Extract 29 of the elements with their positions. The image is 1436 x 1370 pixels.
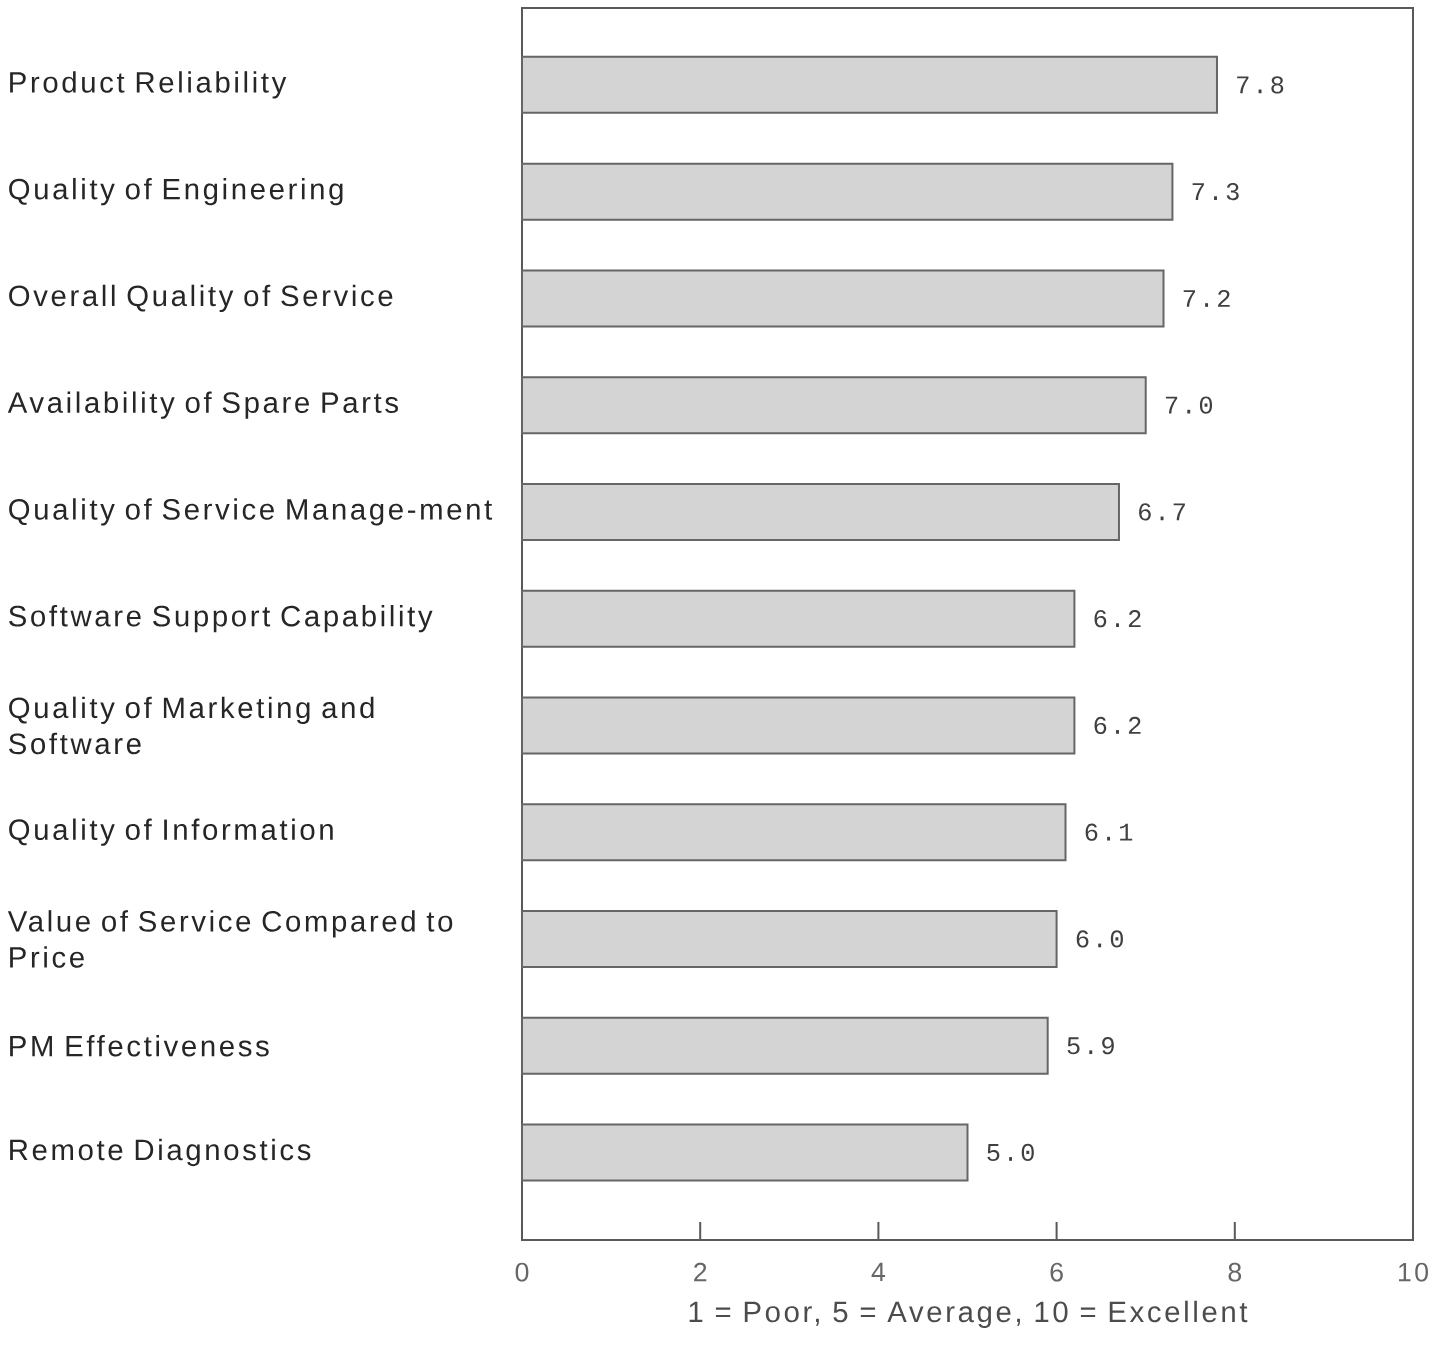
data-label: 6.2 xyxy=(1094,716,1141,735)
x-tick-label: 8 xyxy=(1228,1262,1242,1282)
y-tick-label: Quality of Service Manage-ment xyxy=(9,498,493,526)
x-tick-label: 10 xyxy=(1399,1262,1428,1282)
x-tick-label: 0 xyxy=(515,1262,529,1282)
x-tick-label: 6 xyxy=(1050,1262,1063,1282)
data-label: 6.7 xyxy=(1139,503,1185,521)
data-label: 6.0 xyxy=(1076,930,1123,948)
data-label: 5.0 xyxy=(987,1143,1034,1162)
x-tick-label: 4 xyxy=(871,1262,886,1282)
y-tick-label: Availability of Spare Parts xyxy=(7,391,398,419)
data-label: 6.1 xyxy=(1085,823,1133,841)
data-label: 7.2 xyxy=(1183,289,1230,307)
data-label: 7.0 xyxy=(1165,396,1213,414)
y-tick-label: Quality of Marketing and Software xyxy=(9,696,374,755)
data-label: 7.3 xyxy=(1192,183,1239,201)
y-tick-label: Value of Service Compared to Price xyxy=(7,910,453,968)
y-tick-label: Quality of Engineering xyxy=(9,177,343,206)
y-tick-label: Quality of Information xyxy=(9,818,333,846)
y-tick-label: Software Support Capability xyxy=(9,604,433,633)
x-tick-label: 2 xyxy=(694,1262,707,1282)
y-tick-label: Overall Quality of Service xyxy=(9,284,393,313)
data-label: 5.9 xyxy=(1067,1037,1114,1055)
x-axis-title: 1 = Poor, 5 = Average, 10 = Excellent xyxy=(689,1300,1248,1329)
data-label: 6.2 xyxy=(1094,610,1141,628)
y-tick-label: PM Effectiveness xyxy=(10,1034,269,1057)
data-label: 7.8 xyxy=(1237,76,1284,94)
y-tick-label: Product Reliability xyxy=(10,71,287,99)
y-tick-label: Remote Diagnostics xyxy=(10,1138,311,1167)
